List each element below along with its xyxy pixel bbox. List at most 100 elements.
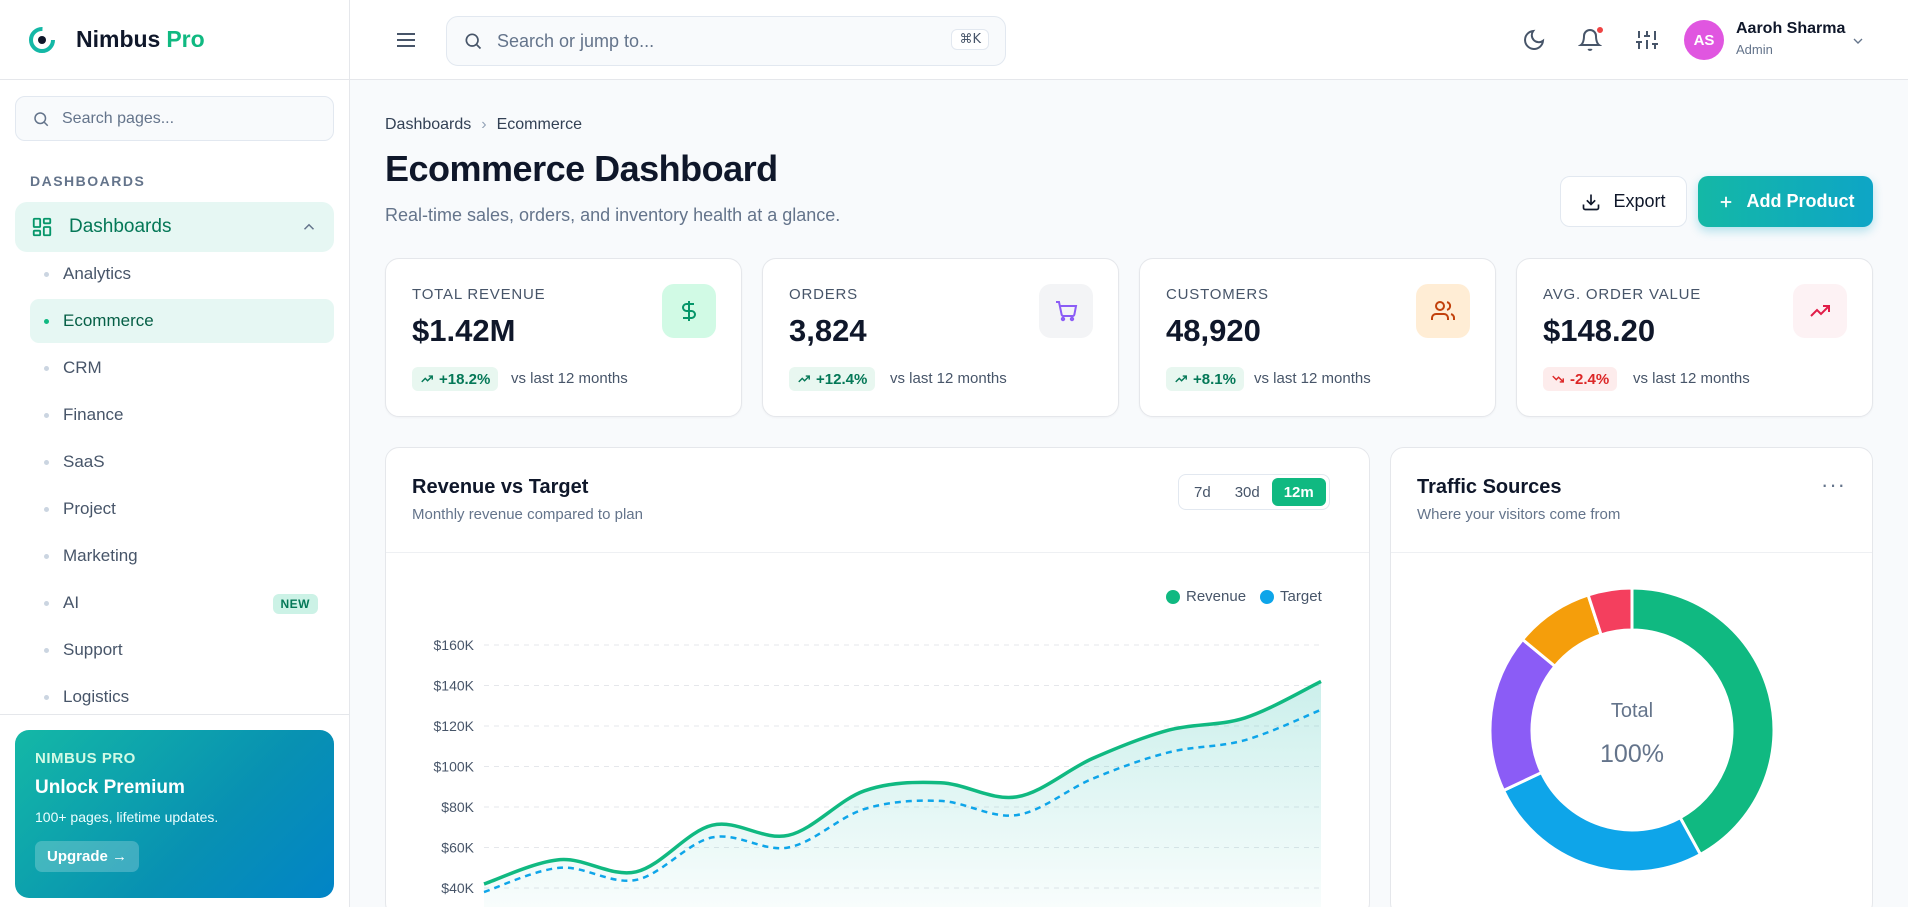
kpi-change: +18.2% <box>439 370 491 388</box>
dollar-icon <box>682 301 696 321</box>
revenue-area-chart: $40K $60K $80K $100K $120K $140K $160K <box>434 637 1322 907</box>
card-divider <box>386 552 1369 553</box>
sidebar-item-support[interactable]: Support <box>30 628 334 672</box>
brand[interactable]: Nimbus Pro <box>0 0 349 80</box>
promo-card: NIMBUS PRO Unlock Premium 100+ pages, li… <box>15 730 334 898</box>
kpi-change-badge: -2.4% <box>1543 367 1618 391</box>
sidebar-item-label: CRM <box>63 358 102 377</box>
sidebar-item-project[interactable]: Project <box>30 487 334 531</box>
sidebar-item-ai[interactable]: AI NEW <box>30 581 334 625</box>
donut-center-label: Total <box>1611 700 1653 722</box>
sidebar-search-input[interactable] <box>62 109 302 128</box>
donut-slice-0[interactable] <box>1630 586 1776 857</box>
sidebar-item-saas[interactable]: SaaS <box>30 440 334 484</box>
promo-subtitle: 100+ pages, lifetime updates. <box>35 809 219 825</box>
brand-name: Nimbus Pro <box>76 26 205 52</box>
sidebar-item-label: Finance <box>63 405 124 424</box>
chevron-down-icon[interactable] <box>1850 33 1866 49</box>
series-line-revenue <box>483 679 1322 886</box>
card-title: Traffic Sources <box>1417 476 1562 498</box>
promo-kicker: NIMBUS PRO <box>35 750 136 767</box>
kpi-period: vs last 12 months <box>890 370 1007 387</box>
bullet-icon <box>44 647 49 653</box>
user-role: Admin <box>1736 42 1773 57</box>
traffic-sources-card: Traffic Sources Where your visitors come… <box>1390 447 1873 907</box>
sidebar-item-label: Analytics <box>63 264 132 283</box>
trend-up-icon <box>1175 375 1187 383</box>
moon-icon[interactable] <box>1522 28 1546 52</box>
y-tick-label: $100K <box>434 759 475 775</box>
nav-group-dashboards[interactable]: Dashboards <box>15 202 334 252</box>
breadcrumb-item[interactable]: Dashboards <box>385 116 472 133</box>
y-tick-label: $140K <box>434 678 475 694</box>
add-product-button[interactable]: Add Product <box>1698 176 1873 227</box>
menu-icon[interactable] <box>394 28 418 52</box>
chevron-right-icon: › <box>481 116 487 133</box>
sidebar-item-marketing[interactable]: Marketing <box>30 534 334 578</box>
kpi-value: 3,824 <box>789 313 867 348</box>
y-tick-label: $80K <box>441 799 474 815</box>
donut-slice-4[interactable] <box>1586 586 1634 637</box>
sidebar-item-ecommerce[interactable]: Ecommerce <box>30 299 334 343</box>
donut-slice-2[interactable] <box>1488 637 1558 793</box>
trend-up-icon <box>798 375 810 383</box>
card-subtitle: Monthly revenue compared to plan <box>412 506 643 523</box>
trend-up-icon <box>1810 305 1830 317</box>
kpi-label: TOTAL REVENUE <box>412 286 546 303</box>
sidebar-item-analytics[interactable]: Analytics <box>30 252 334 296</box>
range-7d[interactable]: 7d <box>1194 483 1211 501</box>
notifications-button[interactable] <box>1577 26 1604 52</box>
kpi-card-aov: AVG. ORDER VALUE $148.20 -2.4% vs last 1… <box>1516 258 1873 417</box>
y-tick-label: $40K <box>441 880 474 896</box>
sidebar-item-crm[interactable]: CRM <box>30 346 334 390</box>
page-subtitle: Real-time sales, orders, and inventory h… <box>385 205 841 225</box>
sidebar-item-label: Marketing <box>63 546 138 565</box>
breadcrumb-current: Ecommerce <box>496 116 582 133</box>
shortcut-hint: ⌘K <box>951 29 989 50</box>
upgrade-button[interactable]: Upgrade → <box>35 841 140 872</box>
kpi-label: CUSTOMERS <box>1166 286 1269 303</box>
legend-label: Target <box>1280 588 1322 605</box>
sliders-icon[interactable] <box>1635 28 1659 52</box>
kpi-value: $1.42M <box>412 313 516 348</box>
export-label: Export <box>1613 191 1666 211</box>
legend-item-target[interactable]: Target <box>1260 588 1322 605</box>
sidebar-item-label: Support <box>63 640 123 659</box>
user-name[interactable]: Aaroh Sharma <box>1736 20 1846 37</box>
export-button[interactable]: Export <box>1560 176 1687 227</box>
bullet-icon <box>44 506 49 512</box>
series-line-target <box>483 708 1322 894</box>
legend-item-revenue[interactable]: Revenue <box>1166 588 1246 605</box>
chevron-up-icon[interactable] <box>300 218 318 236</box>
new-badge: NEW <box>272 594 318 614</box>
kpi-change-badge: +18.2% <box>412 367 499 391</box>
notification-dot <box>1596 26 1604 34</box>
sidebar-item-logistics[interactable]: Logistics <box>30 675 334 719</box>
avatar[interactable]: AS <box>1684 20 1724 60</box>
kpi-icon-box <box>1793 284 1847 338</box>
donut-center-value: 100% <box>1600 740 1664 768</box>
kpi-card-orders: ORDERS 3,824 +12.4% vs last 12 months <box>762 258 1119 417</box>
legend-label: Revenue <box>1186 588 1247 605</box>
sidebar-search <box>15 96 334 141</box>
sidebar-item-label: SaaS <box>63 452 105 471</box>
breadcrumb: Dashboards › Ecommerce <box>385 116 582 134</box>
range-30d[interactable]: 30d <box>1234 483 1260 501</box>
sidebar-item-finance[interactable]: Finance <box>30 393 334 437</box>
kpi-change: +12.4% <box>816 370 868 388</box>
global-search-input[interactable] <box>497 30 937 52</box>
kpi-period: vs last 12 months <box>1633 370 1750 387</box>
download-icon <box>1583 194 1600 210</box>
range-12m[interactable]: 12m <box>1271 478 1326 506</box>
sidebar-sublist: Analytics Ecommerce CRM Finance SaaS Pro… <box>30 252 334 722</box>
y-tick-label: $160K <box>434 637 475 653</box>
kpi-label: AVG. ORDER VALUE <box>1543 286 1702 303</box>
section-label: DASHBOARDS <box>30 173 146 189</box>
sidebar-item-label: Project <box>63 499 116 518</box>
kpi-period: vs last 12 months <box>511 370 628 387</box>
more-icon[interactable]: ··· <box>1821 472 1846 497</box>
kpi-icon-box <box>1416 284 1470 338</box>
bullet-icon <box>44 271 49 277</box>
donut-slice-1[interactable] <box>1501 770 1703 874</box>
